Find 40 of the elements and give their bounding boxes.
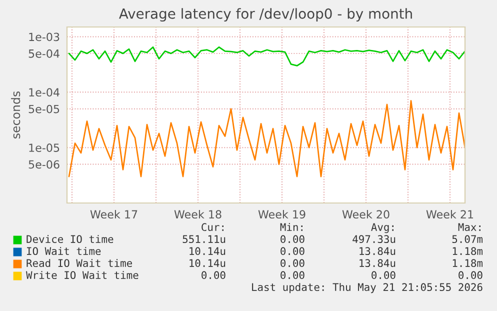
text: 0.00 [280, 259, 304, 268]
legend-label: Read IO Wait time [26, 258, 132, 268]
y-tick-label: 5e-05 [28, 104, 60, 114]
text: 0.00 [280, 247, 304, 256]
text: 0.00 [372, 271, 396, 280]
x-tick-label: Week 19 [258, 210, 306, 219]
text: 0.00 [280, 235, 304, 244]
text: 13.84u [360, 259, 396, 268]
y-tick-label: 5e-04 [28, 49, 60, 58]
chart-title: Average latency for /dev/loop0 - by month [119, 8, 412, 22]
line-series [68, 100, 465, 178]
text: Cur: [202, 223, 224, 232]
text: Avg: [371, 223, 394, 234]
text: 0.00 [280, 271, 304, 280]
y-tick-label: 1e-05 [29, 144, 60, 152]
text: 5.07m [452, 235, 483, 244]
y-axis-title: seconds [11, 91, 20, 138]
legend-label: Write IO Wait time [26, 270, 138, 280]
text: 0.00 [458, 271, 482, 280]
text: 10.14u [190, 247, 226, 256]
x-tick-label: Week 20 [342, 210, 390, 219]
x-tick-label: Week 18 [174, 210, 222, 219]
legend-label: Device IO time [26, 234, 114, 244]
x-tick-label: Week 17 [90, 210, 138, 219]
line-series [68, 46, 465, 66]
x-tick-label: Week 21 [426, 210, 474, 219]
legend-label: IO Wait time [27, 246, 101, 256]
text: Max: [458, 223, 480, 232]
text: 10.14u [190, 259, 226, 268]
text: 497.33u [352, 235, 396, 244]
text: 13.84u [360, 247, 396, 256]
y-tick-label: 1e-04 [29, 88, 60, 97]
text: Min: [280, 222, 302, 231]
text: 0.00 [202, 271, 226, 280]
y-tick-label: 5e-06 [28, 160, 60, 169]
text: 1.18m [452, 247, 483, 256]
text: 1.18m [452, 259, 483, 268]
y-tick-label: 1e-03 [29, 32, 60, 42]
text: Last update: Thu May 21 21:05:55 2026 [252, 282, 482, 294]
text: 551.11u [182, 235, 226, 244]
